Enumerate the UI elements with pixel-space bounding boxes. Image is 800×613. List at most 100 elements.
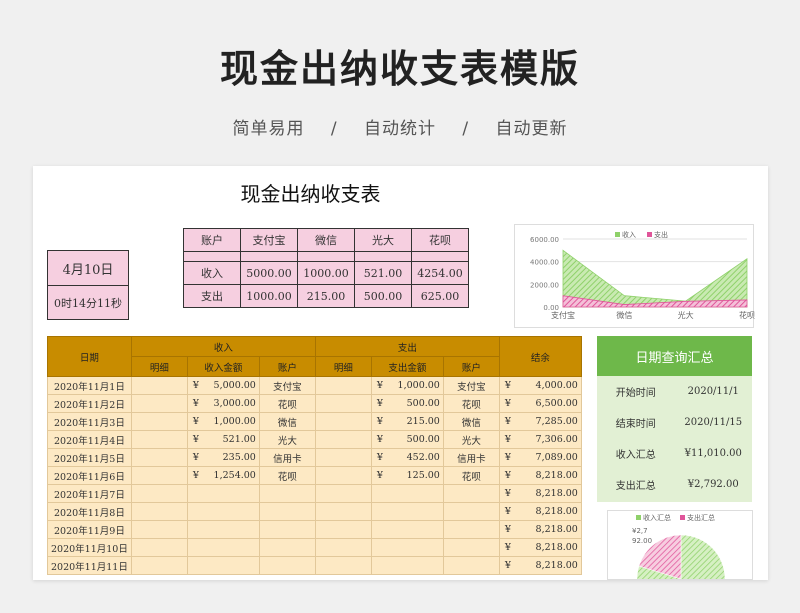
- cell-balance[interactable]: ¥8,218.00: [498, 484, 582, 503]
- cell-income-account[interactable]: [258, 556, 316, 575]
- cell-expense-amount[interactable]: ¥1,000.00: [370, 376, 444, 395]
- cell-income-amount[interactable]: [186, 538, 260, 557]
- cell-income-account[interactable]: [258, 520, 316, 539]
- account-header[interactable]: 光大: [354, 228, 412, 252]
- cell-expense-account[interactable]: 支付宝: [442, 376, 500, 395]
- cell-income-account[interactable]: 微信: [258, 412, 316, 431]
- summary-pie-chart[interactable]: 收入汇总 支出汇总 ¥2,7 92.00: [607, 510, 753, 580]
- account-cell[interactable]: 支出: [183, 284, 241, 308]
- cell-income-account[interactable]: 花呗: [258, 466, 316, 485]
- cell-income-detail[interactable]: [130, 448, 188, 467]
- cell-expense-account[interactable]: [442, 556, 500, 575]
- cell-expense-account[interactable]: [442, 520, 500, 539]
- cell-balance[interactable]: ¥7,089.00: [498, 448, 582, 467]
- cell-date[interactable]: 2020年11月9日: [47, 520, 132, 539]
- cell-expense-detail[interactable]: [314, 466, 372, 485]
- cell-income-detail[interactable]: [130, 538, 188, 557]
- cell-expense-detail[interactable]: [314, 502, 372, 521]
- cell-expense-account[interactable]: [442, 538, 500, 557]
- cell-expense-detail[interactable]: [314, 556, 372, 575]
- header-expense-amount[interactable]: 支出金额: [370, 356, 444, 377]
- header-income[interactable]: 收入: [130, 336, 316, 357]
- header-date[interactable]: 日期: [47, 336, 132, 377]
- cell-expense-account[interactable]: 花呗: [442, 466, 500, 485]
- table-row[interactable]: 2020年11月2日 ¥3,000.00 花呗 ¥500.00 花呗 ¥6,500.00: [47, 394, 582, 413]
- account-cell[interactable]: 5000.00: [240, 261, 298, 285]
- cell-balance[interactable]: ¥8,218.00: [498, 502, 582, 521]
- cell-expense-amount[interactable]: ¥452.00: [370, 448, 444, 467]
- account-cell[interactable]: 625.00: [411, 284, 469, 308]
- cell-income-account[interactable]: 支付宝: [258, 376, 316, 395]
- cell-expense-amount[interactable]: [370, 484, 444, 503]
- query-row-start[interactable]: 开始时间 2020/11/1: [597, 376, 752, 407]
- cell-date[interactable]: 2020年11月8日: [47, 502, 132, 521]
- cell-date[interactable]: 2020年11月6日: [47, 466, 132, 485]
- header-expense-account[interactable]: 账户: [442, 356, 500, 377]
- cell-income-account[interactable]: 光大: [258, 430, 316, 449]
- cell-expense-amount[interactable]: [370, 502, 444, 521]
- cell-income-amount[interactable]: [186, 484, 260, 503]
- cell-income-amount[interactable]: [186, 502, 260, 521]
- account-cell[interactable]: 215.00: [297, 284, 355, 308]
- cell-expense-detail[interactable]: [314, 484, 372, 503]
- table-row[interactable]: 2020年11月8日 ¥8,218.00: [47, 502, 582, 521]
- header-balance[interactable]: 结余: [498, 336, 582, 377]
- cell-expense-account[interactable]: [442, 484, 500, 503]
- cell-expense-detail[interactable]: [314, 394, 372, 413]
- current-time[interactable]: 0时14分11秒: [54, 296, 122, 310]
- table-row[interactable]: 2020年11月9日 ¥8,218.00: [47, 520, 582, 539]
- cell-balance[interactable]: ¥7,285.00: [498, 412, 582, 431]
- table-row[interactable]: 2020年11月6日 ¥1,254.00 花呗 ¥125.00 花呗 ¥8,218.00: [47, 466, 582, 485]
- cell-income-detail[interactable]: [130, 412, 188, 431]
- cell-income-account[interactable]: [258, 484, 316, 503]
- cell-income-amount[interactable]: ¥521.00: [186, 430, 260, 449]
- account-cell[interactable]: 4254.00: [411, 261, 469, 285]
- account-header[interactable]: 支付宝: [240, 228, 298, 252]
- cell-expense-amount[interactable]: [370, 556, 444, 575]
- cell-expense-account[interactable]: [442, 502, 500, 521]
- query-value[interactable]: 2020/11/15: [684, 417, 743, 428]
- cell-expense-amount[interactable]: ¥500.00: [370, 394, 444, 413]
- cell-date[interactable]: 2020年11月1日: [47, 376, 132, 395]
- cell-income-detail[interactable]: [130, 394, 188, 413]
- cell-expense-account[interactable]: 微信: [442, 412, 500, 431]
- cell-expense-account[interactable]: 信用卡: [442, 448, 500, 467]
- cell-date[interactable]: 2020年11月3日: [47, 412, 132, 431]
- table-row[interactable]: 2020年11月10日 ¥8,218.00: [47, 538, 582, 557]
- cell-balance[interactable]: ¥8,218.00: [498, 466, 582, 485]
- query-row-end[interactable]: 结束时间 2020/11/15: [597, 407, 752, 438]
- table-row[interactable]: 2020年11月1日 ¥5,000.00 支付宝 ¥1,000.00 支付宝 ¥4,000…: [47, 376, 582, 395]
- account-cell[interactable]: 500.00: [354, 284, 412, 308]
- cell-expense-amount[interactable]: [370, 520, 444, 539]
- current-date[interactable]: 4月10日: [48, 251, 128, 286]
- account-header[interactable]: 花呗: [411, 228, 469, 252]
- cell-income-detail[interactable]: [130, 376, 188, 395]
- cell-income-detail[interactable]: [130, 484, 188, 503]
- query-row-expense[interactable]: 支出汇总 ¥2,792.00: [597, 469, 752, 500]
- cell-income-account[interactable]: 花呗: [258, 394, 316, 413]
- table-row[interactable]: 2020年11月11日 ¥8,218.00: [47, 556, 582, 575]
- header-expense[interactable]: 支出: [314, 336, 500, 357]
- cell-income-detail[interactable]: [130, 502, 188, 521]
- cell-income-amount[interactable]: ¥3,000.00: [186, 394, 260, 413]
- cell-income-amount[interactable]: ¥5,000.00: [186, 376, 260, 395]
- cell-expense-detail[interactable]: [314, 376, 372, 395]
- cell-expense-detail[interactable]: [314, 520, 372, 539]
- cell-date[interactable]: 2020年11月7日: [47, 484, 132, 503]
- cell-income-detail[interactable]: [130, 430, 188, 449]
- cell-balance[interactable]: ¥8,218.00: [498, 538, 582, 557]
- cell-income-account[interactable]: [258, 502, 316, 521]
- account-cell[interactable]: 1000.00: [240, 284, 298, 308]
- table-row[interactable]: 2020年11月5日 ¥235.00 信用卡 ¥452.00 信用卡 ¥7,089.00: [47, 448, 582, 467]
- cell-income-amount[interactable]: [186, 520, 260, 539]
- cell-date[interactable]: 2020年11月2日: [47, 394, 132, 413]
- cell-balance[interactable]: ¥8,218.00: [498, 520, 582, 539]
- cell-income-amount[interactable]: [186, 556, 260, 575]
- cell-expense-amount[interactable]: ¥125.00: [370, 466, 444, 485]
- cell-income-amount[interactable]: ¥235.00: [186, 448, 260, 467]
- cell-income-amount[interactable]: ¥1,254.00: [186, 466, 260, 485]
- account-header[interactable]: 微信: [297, 228, 355, 252]
- cell-income-detail[interactable]: [130, 466, 188, 485]
- query-value[interactable]: 2020/11/1: [687, 386, 739, 397]
- cell-date[interactable]: 2020年11月4日: [47, 430, 132, 449]
